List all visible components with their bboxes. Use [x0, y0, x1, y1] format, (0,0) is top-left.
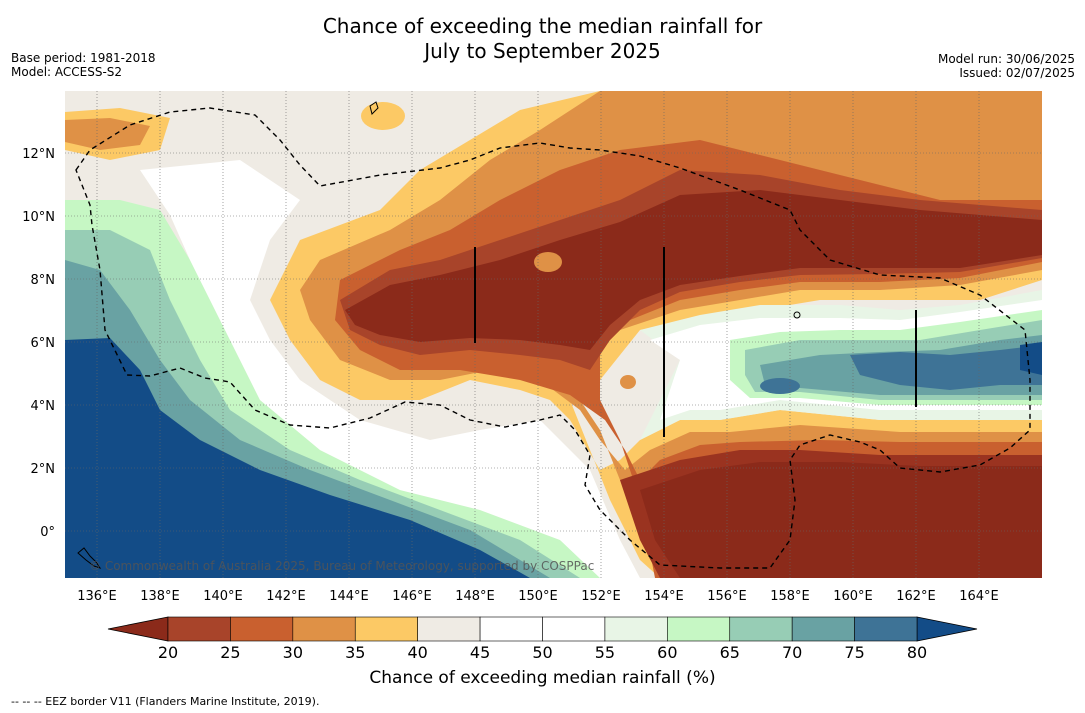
lat-label-2n: 2°N — [31, 462, 56, 477]
lat-label-0: 0° — [40, 525, 55, 540]
lat-label-10n: 10°N — [22, 210, 55, 225]
colorbar-segment — [667, 616, 731, 642]
colorbar-high-triangle — [916, 616, 978, 642]
colorbar-tick-label: 55 — [595, 643, 615, 662]
lon-label-154: 154°E — [644, 589, 684, 604]
field-west-80 — [65, 338, 530, 578]
colorbar-tick-label: 20 — [158, 643, 178, 662]
colorbar-title: Chance of exceeding median rainfall (%) — [369, 668, 716, 688]
eez-border — [75, 107, 1031, 569]
lon-label-142: 142°E — [266, 589, 306, 604]
colorbar-segment — [729, 616, 793, 642]
island-pohnpei — [793, 311, 801, 319]
colorbar-tick-label: 40 — [407, 643, 427, 662]
field-dry-20 — [345, 190, 1042, 350]
meta-left: Base period: 1981-2018 Model: ACCESS-S2 — [11, 51, 156, 79]
lon-label-164: 164°E — [959, 589, 999, 604]
copyright-text: © Commonwealth of Australia 2025, Bureau… — [89, 559, 594, 573]
colorbar-segment — [542, 616, 606, 642]
field-patch-b — [620, 375, 636, 389]
colorbar-low-triangle — [107, 616, 169, 642]
colorbar-segment — [791, 616, 855, 642]
colorbar-segment — [479, 616, 543, 642]
lon-label-156: 156°E — [707, 589, 747, 604]
lon-label-144: 144°E — [329, 589, 369, 604]
latitude-labels: 12°N 10°N 8°N 6°N 4°N 2°N 0° — [22, 147, 55, 540]
field-south-25 — [640, 462, 1042, 578]
colorbar-segment — [604, 616, 668, 642]
colorbar-segment — [167, 616, 231, 642]
colorbar — [107, 616, 978, 642]
lon-label-146: 146°E — [392, 589, 432, 604]
lon-label-152: 152°E — [581, 589, 621, 604]
longitude-labels: 136°E 138°E 140°E 142°E 144°E 146°E 148°… — [77, 589, 999, 604]
map-title: Chance of exceeding the median rainfall … — [0, 14, 1085, 64]
colorbar-tick-label: 45 — [470, 643, 490, 662]
graticule — [65, 91, 1042, 578]
colorbar-tick-label: 30 — [283, 643, 303, 662]
lat-label-8n: 8°N — [31, 273, 56, 288]
lon-label-162: 162°E — [896, 589, 936, 604]
lon-label-140: 140°E — [203, 589, 243, 604]
islands — [77, 101, 801, 569]
colorbar-tick-label: 60 — [657, 643, 677, 662]
model-run-label: Model run: 30/06/2025 — [937, 52, 1075, 66]
lon-label-150: 150°E — [518, 589, 558, 604]
field-east-75-80 — [850, 345, 1042, 390]
colorbar-tick-label: 35 — [345, 643, 365, 662]
field-nw-darkorange — [65, 118, 150, 150]
field-patch-c — [361, 102, 405, 130]
lon-label-158: 158°E — [770, 589, 810, 604]
field-patch-a — [534, 252, 562, 272]
lon-label-138: 138°E — [140, 589, 180, 604]
colorbar-tick-label: 75 — [844, 643, 864, 662]
colorbar-segment — [354, 616, 418, 642]
title-line-2: July to September 2025 — [424, 39, 661, 63]
colorbar-tick-label: 65 — [720, 643, 740, 662]
lat-label-4n: 4°N — [31, 399, 56, 414]
lon-label-136: 136°E — [77, 589, 117, 604]
lat-label-12n: 12°N — [22, 147, 55, 162]
colorbar-segment — [230, 616, 294, 642]
lat-label-6n: 6°N — [31, 336, 56, 351]
colorbar-tick-label: 70 — [782, 643, 802, 662]
issued-label: Issued: 02/07/2025 — [959, 66, 1075, 80]
meta-right: Model run: 30/06/2025 Issued: 02/07/2025 — [938, 52, 1075, 80]
title-line-1: Chance of exceeding the median rainfall … — [322, 14, 763, 38]
eez-legend-note: -- -- -- EEZ border V11 (Flanders Marine… — [11, 695, 320, 708]
field-white-band — [140, 160, 640, 578]
field-east-75-patch — [760, 378, 800, 394]
island-guam — [369, 101, 379, 115]
model-label: Model: ACCESS-S2 — [11, 65, 123, 79]
field-east-80 — [1020, 342, 1042, 375]
rainfall-probability-field — [65, 91, 1042, 578]
island-palau — [77, 547, 102, 569]
colorbar-segment — [292, 616, 356, 642]
lon-label-160: 160°E — [833, 589, 873, 604]
colorbar-segment — [854, 616, 918, 642]
colorbar-tick-labels: 20 25 30 35 40 45 50 55 60 65 70 75 80 — [158, 643, 927, 662]
state-boundaries — [474, 247, 917, 437]
lon-label-148: 148°E — [455, 589, 495, 604]
colorbar-tick-label: 25 — [220, 643, 240, 662]
base-period-label: Base period: 1981-2018 — [11, 51, 156, 65]
colorbar-segment — [417, 616, 481, 642]
colorbar-tick-label: 50 — [532, 643, 552, 662]
colorbar-tick-label: 80 — [907, 643, 927, 662]
